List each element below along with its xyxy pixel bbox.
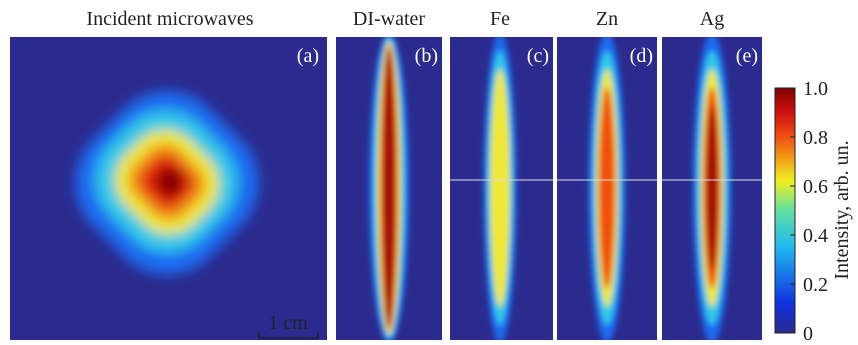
stripe-layer — [383, 49, 395, 327]
panel-tag: (e) — [736, 45, 758, 67]
stripe-layer — [599, 87, 616, 289]
colorbar-label: Intensity, arb. un. — [831, 140, 853, 279]
panel-tag: (c) — [527, 45, 549, 67]
colorbar-ticks: 0 0.2 0.4 0.6 0.8 1.0 — [790, 78, 828, 345]
colorbar-tick-label: 0.6 — [803, 176, 828, 198]
figure: 1 cm Incident microwaves DI-water Fe Zn … — [0, 0, 858, 345]
stripe-panel — [662, 33, 762, 343]
panel-a — [10, 37, 327, 340]
colorbar-tick-label: 0.8 — [803, 127, 828, 149]
stripe-layer — [706, 105, 718, 271]
stripe-layer — [490, 69, 510, 307]
stripe-panel — [336, 33, 442, 343]
colorbar-tick-label: 1.0 — [803, 78, 828, 100]
panel-tag: (d) — [630, 45, 653, 67]
stripe — [589, 33, 626, 343]
scale-bar-label: 1 cm — [268, 312, 308, 334]
colorbar-tick-label: 0 — [803, 323, 813, 345]
stripe — [369, 33, 409, 343]
panel-title: DI-water — [353, 8, 426, 30]
panel-tag: (b) — [415, 45, 438, 67]
panel-title: Fe — [490, 8, 510, 30]
panel-title: Zn — [596, 8, 618, 30]
colorbar — [775, 88, 795, 333]
stripe-panels — [336, 33, 762, 343]
panel-title: Incident microwaves — [86, 8, 253, 30]
stripe — [484, 33, 517, 343]
stripe-panel — [557, 33, 657, 343]
panel-tag: (a) — [297, 45, 319, 67]
stripe-panel — [450, 33, 553, 343]
colorbar-tick-label: 0.4 — [803, 225, 828, 247]
colorbar-tick-label: 0.2 — [803, 274, 828, 296]
panel-title: Ag — [700, 8, 724, 30]
stripe — [693, 33, 731, 343]
